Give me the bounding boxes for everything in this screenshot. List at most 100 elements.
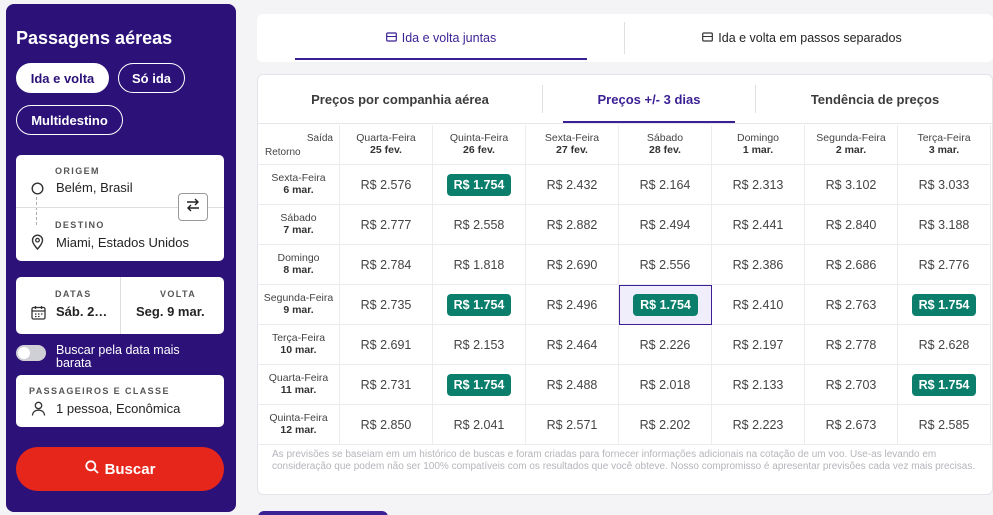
- price-cell[interactable]: R$ 2.735: [340, 285, 433, 325]
- price-cell[interactable]: R$ 1.818: [433, 245, 526, 285]
- price-cell[interactable]: R$ 2.731: [340, 365, 433, 405]
- cheapest-date-toggle[interactable]: [16, 345, 46, 361]
- price-cell[interactable]: R$ 2.556: [619, 245, 712, 285]
- price-cell[interactable]: R$ 2.386: [712, 245, 805, 285]
- price-cell[interactable]: R$ 2.628: [898, 325, 991, 365]
- best-price-badge: R$ 1.754: [911, 293, 977, 316]
- row-header: Sexta-Feira 6 mar.: [258, 165, 340, 205]
- price-cell[interactable]: R$ 2.202: [619, 405, 712, 445]
- departure-date-field[interactable]: DATAS Sáb. 28 fev.: [16, 277, 121, 334]
- price-cell[interactable]: R$ 2.777: [340, 205, 433, 245]
- row-date: 11 mar.: [280, 384, 317, 396]
- price-value: R$ 2.777: [360, 217, 412, 232]
- price-cell[interactable]: R$ 2.432: [526, 165, 619, 205]
- tab-prices-plus-minus-3-days[interactable]: Preços +/- 3 dias: [563, 75, 735, 123]
- price-cell[interactable]: R$ 2.313: [712, 165, 805, 205]
- search-button[interactable]: Buscar: [16, 447, 224, 491]
- price-cell[interactable]: R$ 2.410: [712, 285, 805, 325]
- price-cell[interactable]: R$ 2.673: [805, 405, 898, 445]
- price-cell[interactable]: R$ 2.197: [712, 325, 805, 365]
- price-cell[interactable]: R$ 2.488: [526, 365, 619, 405]
- price-cell[interactable]: R$ 2.840: [805, 205, 898, 245]
- search-icon: [84, 460, 99, 478]
- price-cell[interactable]: R$ 1.754: [433, 365, 526, 405]
- price-cell[interactable]: R$ 2.763: [805, 285, 898, 325]
- price-value: R$ 2.556: [639, 257, 691, 272]
- sidebar-title: Passagens aéreas: [16, 28, 173, 48]
- person-icon: [30, 400, 46, 416]
- tab-prices-by-airline[interactable]: Preços por companhia aérea: [311, 91, 489, 107]
- price-value: R$ 2.488: [546, 377, 598, 392]
- trip-type-multi-city[interactable]: Multidestino: [16, 105, 123, 135]
- price-value: R$ 2.133: [732, 377, 784, 392]
- price-cell[interactable]: R$ 2.776: [898, 245, 991, 285]
- origin-label: ORIGEM: [55, 166, 100, 176]
- row-day: Quarta-Feira: [268, 372, 329, 384]
- price-cell[interactable]: R$ 2.571: [526, 405, 619, 445]
- swap-route-button[interactable]: [178, 193, 208, 221]
- price-cell[interactable]: R$ 3.102: [805, 165, 898, 205]
- return-date-field[interactable]: VOLTA Seg. 9 mar.: [122, 277, 224, 334]
- price-value: R$ 2.223: [732, 417, 784, 432]
- bottom-button-edge[interactable]: [258, 511, 388, 515]
- price-cell[interactable]: R$ 2.496: [526, 285, 619, 325]
- price-cell[interactable]: R$ 2.494: [619, 205, 712, 245]
- price-cell[interactable]: R$ 2.778: [805, 325, 898, 365]
- price-cell[interactable]: R$ 2.850: [340, 405, 433, 445]
- price-cell[interactable]: R$ 1.754: [433, 285, 526, 325]
- price-value: R$ 2.784: [360, 257, 412, 272]
- tab-round-trip-together[interactable]: Ida e volta juntas: [295, 14, 587, 62]
- price-cell[interactable]: R$ 2.691: [340, 325, 433, 365]
- row-header: Domingo 8 mar.: [258, 245, 340, 285]
- price-cell[interactable]: R$ 1.754: [433, 165, 526, 205]
- row-date: 8 mar.: [283, 264, 314, 276]
- price-cell[interactable]: R$ 2.690: [526, 245, 619, 285]
- price-cell[interactable]: R$ 2.018: [619, 365, 712, 405]
- trip-type-round-trip[interactable]: Ida e volta: [16, 63, 109, 93]
- price-cell[interactable]: R$ 2.784: [340, 245, 433, 285]
- row-day: Terça-Feira: [271, 332, 326, 344]
- price-value: R$ 2.153: [453, 337, 505, 352]
- origin-field[interactable]: ORIGEM Belém, Brasil: [16, 155, 224, 207]
- trip-type-one-way[interactable]: Só ida: [118, 63, 185, 93]
- column-day: Quinta-Feira: [449, 132, 509, 144]
- column-date: 2 mar.: [835, 144, 867, 156]
- price-cell[interactable]: R$ 2.133: [712, 365, 805, 405]
- calendar-icon: [30, 304, 46, 320]
- price-value: R$ 2.576: [360, 177, 412, 192]
- price-cell[interactable]: R$ 2.041: [433, 405, 526, 445]
- column-date: 26 fev.: [463, 144, 495, 156]
- price-cell[interactable]: R$ 2.585: [898, 405, 991, 445]
- price-cell[interactable]: R$ 1.754: [898, 285, 991, 325]
- price-value: R$ 2.197: [732, 337, 784, 352]
- price-cell[interactable]: R$ 1.754: [898, 365, 991, 405]
- price-cell[interactable]: R$ 2.558: [433, 205, 526, 245]
- column-date: 27 fev.: [556, 144, 588, 156]
- price-cell[interactable]: R$ 2.882: [526, 205, 619, 245]
- tab-separate-steps[interactable]: Ida e volta em passos separados: [657, 14, 947, 62]
- destination-field[interactable]: DESTINO Miami, Estados Unidos: [16, 208, 224, 261]
- price-value: R$ 2.686: [825, 257, 877, 272]
- price-cell[interactable]: R$ 2.686: [805, 245, 898, 285]
- tab-price-trend[interactable]: Tendência de preços: [810, 91, 940, 107]
- forecast-disclaimer: As previsões se baseiam em um histórico …: [272, 449, 976, 472]
- price-value: R$ 2.731: [360, 377, 412, 392]
- price-cell[interactable]: R$ 2.576: [340, 165, 433, 205]
- price-cell[interactable]: R$ 2.223: [712, 405, 805, 445]
- location-pin-icon: [30, 234, 44, 250]
- price-cell[interactable]: R$ 3.188: [898, 205, 991, 245]
- price-cell[interactable]: R$ 2.226: [619, 325, 712, 365]
- price-cell[interactable]: R$ 2.153: [433, 325, 526, 365]
- price-cell[interactable]: R$ 2.164: [619, 165, 712, 205]
- passengers-field[interactable]: PASSAGEIROS E CLASSE 1 pessoa, Econômica: [16, 375, 224, 427]
- column-day: Domingo: [736, 132, 780, 144]
- price-cell[interactable]: R$ 2.464: [526, 325, 619, 365]
- price-cell[interactable]: R$ 3.033: [898, 165, 991, 205]
- column-day: Terça-Feira: [917, 132, 971, 144]
- price-cell[interactable]: R$ 2.703: [805, 365, 898, 405]
- tab-divider: [624, 22, 625, 54]
- price-cell[interactable]: R$ 1.754: [619, 285, 712, 325]
- active-subtab-underline: [563, 121, 735, 123]
- price-cell[interactable]: R$ 2.441: [712, 205, 805, 245]
- destination-label: DESTINO: [55, 220, 105, 230]
